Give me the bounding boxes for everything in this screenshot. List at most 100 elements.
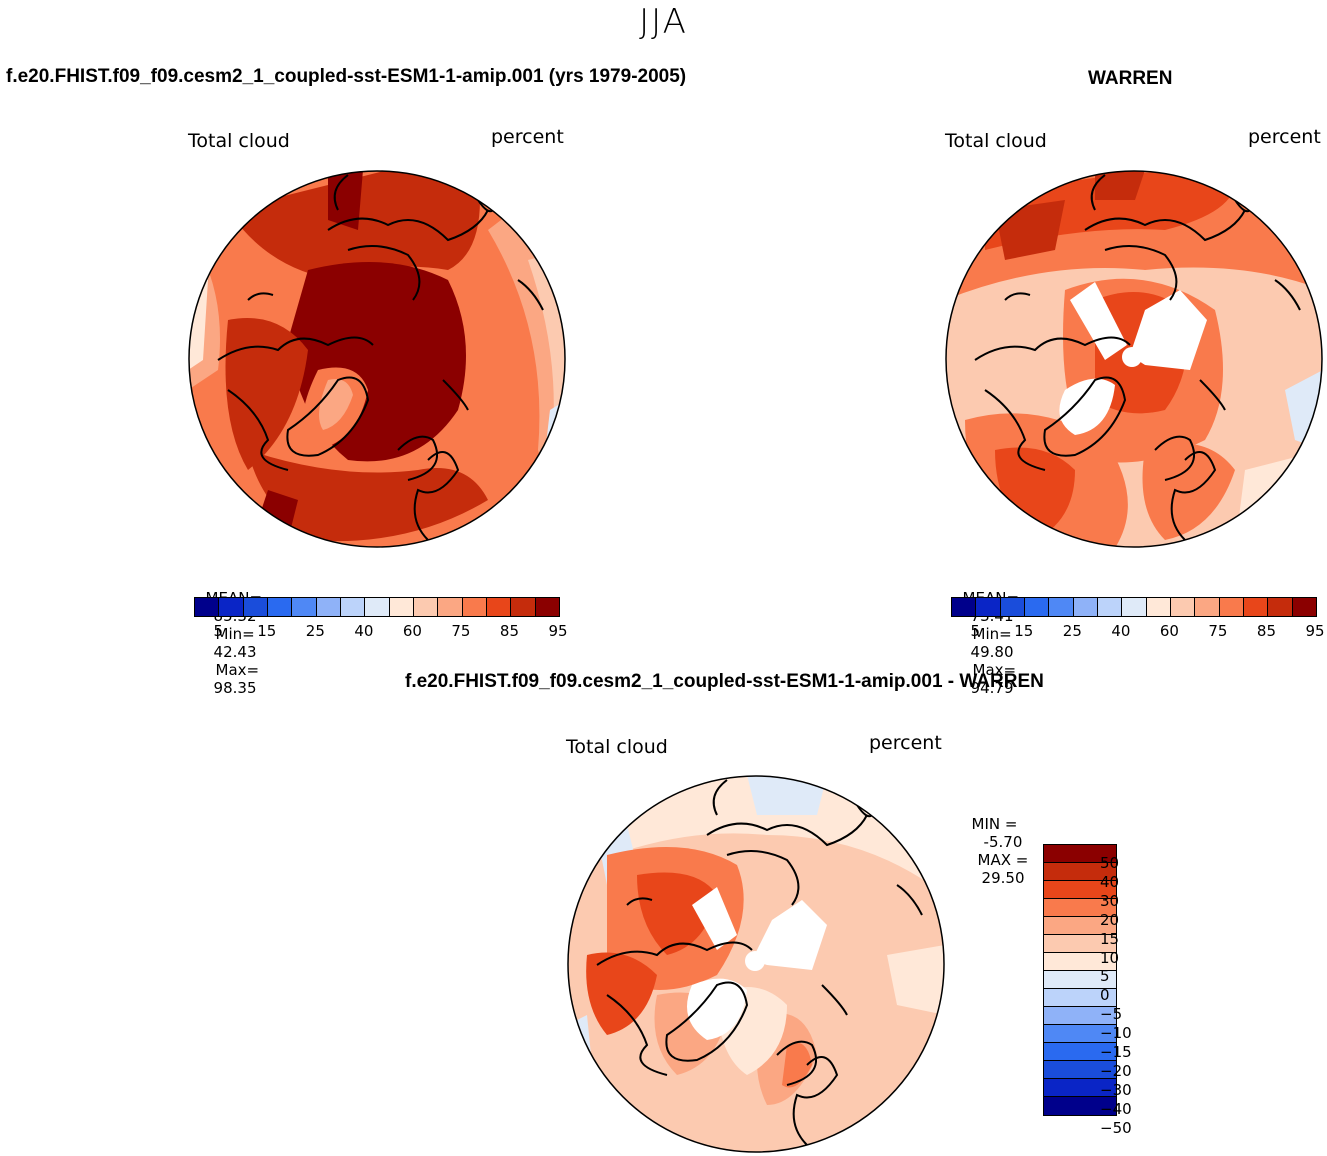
colorbar-tick-label: 60 xyxy=(1159,622,1179,640)
colorbar-swatch xyxy=(1044,989,1116,1007)
colorbar-swatch xyxy=(413,598,439,616)
left-case-title: f.e20.FHIST.f09_f09.cesm2_1_coupled-sst-… xyxy=(6,66,687,87)
diff-max-value: 29.50 xyxy=(981,869,1025,887)
diff-variable-label: Total cloud xyxy=(566,736,668,758)
colorbar-swatch xyxy=(1044,917,1116,935)
right-units-label: percent xyxy=(1248,126,1321,148)
colorbar-swatch xyxy=(1170,598,1196,616)
colorbar-tick-label: 5 xyxy=(213,622,224,640)
diff-case-title: f.e20.FHIST.f09_f09.cesm2_1_coupled-sst-… xyxy=(405,671,1044,692)
colorbar-swatch xyxy=(462,598,487,616)
colorbar-swatch xyxy=(511,598,536,616)
right-polar-map xyxy=(945,170,1323,548)
colorbar-tick-label: 25 xyxy=(305,622,325,640)
colorbar-swatch xyxy=(1044,953,1116,971)
left-min-label: Min= xyxy=(215,625,255,643)
colorbar-swatch xyxy=(486,598,512,616)
colorbar-tick-label: 5 xyxy=(970,622,981,640)
colorbar-swatch xyxy=(1044,1097,1116,1115)
colorbar-tick-label: −20 xyxy=(1100,1061,1132,1080)
left-units-label: percent xyxy=(491,126,564,148)
colorbar-swatch xyxy=(1146,598,1171,616)
colorbar-tick-label: −30 xyxy=(1100,1080,1132,1099)
colorbar-swatch xyxy=(535,598,559,616)
colorbar-swatch xyxy=(1044,1025,1116,1043)
colorbar-swatch xyxy=(438,598,463,616)
colorbar-swatch xyxy=(1122,598,1147,616)
diff-min-value: -5.70 xyxy=(983,833,1023,851)
colorbar-swatch xyxy=(1097,598,1123,616)
left-max-label: Max= xyxy=(215,661,260,679)
colorbar-swatch xyxy=(1044,935,1116,953)
colorbar-tick-label: 0 xyxy=(1100,986,1110,1005)
colorbar-swatch xyxy=(1049,598,1074,616)
colorbar-tick-label: 60 xyxy=(402,622,422,640)
colorbar-tick-label: −40 xyxy=(1100,1099,1132,1118)
colorbar-swatch xyxy=(292,598,317,616)
right-max-label: Max= xyxy=(972,661,1017,679)
colorbar-swatch xyxy=(1292,598,1316,616)
colorbar-tick-label: 10 xyxy=(1100,948,1120,967)
left-colorbar-ticks: 5 15 25 40 60 75 85 95 xyxy=(194,622,567,642)
colorbar-swatch xyxy=(952,598,977,616)
colorbar-swatch xyxy=(1268,598,1293,616)
figure-title: JJA xyxy=(639,2,688,42)
colorbar-swatch xyxy=(1044,1079,1116,1097)
colorbar-tick-label: 25 xyxy=(1062,622,1082,640)
right-case-title: WARREN xyxy=(1088,68,1173,89)
colorbar-swatch xyxy=(1024,598,1050,616)
colorbar-swatch xyxy=(976,598,1001,616)
colorbar-tick-label: 75 xyxy=(451,622,471,640)
colorbar-tick-label: −5 xyxy=(1100,1005,1123,1024)
left-max-value: 98.35 xyxy=(213,679,257,697)
colorbar-swatch xyxy=(219,598,244,616)
right-colorbar-ticks: 5 15 25 40 60 75 85 95 xyxy=(951,622,1324,642)
colorbar-swatch xyxy=(1000,598,1025,616)
colorbar-swatch xyxy=(1044,863,1116,881)
right-min-value: 49.80 xyxy=(970,643,1014,661)
diff-polar-map xyxy=(567,775,945,1153)
colorbar-tick-label: 95 xyxy=(1305,622,1325,640)
colorbar-tick-label: 85 xyxy=(1256,622,1276,640)
colorbar-tick-label: 30 xyxy=(1100,891,1120,910)
right-min-label: Min= xyxy=(972,625,1012,643)
diff-units-label: percent xyxy=(869,732,942,754)
left-polar-map xyxy=(188,170,566,548)
colorbar-tick-label: 40 xyxy=(1111,622,1131,640)
left-variable-label: Total cloud xyxy=(188,130,290,152)
colorbar-swatch xyxy=(1044,845,1116,863)
colorbar-tick-label: 75 xyxy=(1208,622,1228,640)
colorbar-tick-label: 50 xyxy=(1100,854,1120,872)
colorbar-swatch xyxy=(1044,1007,1116,1025)
diff-min-label: MIN = xyxy=(971,815,1018,833)
colorbar-swatch xyxy=(365,598,390,616)
colorbar-tick-label: 20 xyxy=(1100,910,1120,929)
colorbar-swatch xyxy=(243,598,268,616)
left-colorbar xyxy=(194,597,560,617)
colorbar-tick-label: −50 xyxy=(1100,1118,1132,1137)
colorbar-swatch xyxy=(1073,598,1098,616)
colorbar-swatch xyxy=(389,598,414,616)
colorbar-swatch xyxy=(1044,971,1116,989)
colorbar-tick-label: 40 xyxy=(354,622,374,640)
colorbar-tick-label: −10 xyxy=(1100,1024,1132,1043)
colorbar-tick-label: 15 xyxy=(257,622,277,640)
colorbar-swatch xyxy=(195,598,220,616)
colorbar-tick-label: 95 xyxy=(548,622,568,640)
colorbar-swatch xyxy=(1044,899,1116,917)
diff-colorbar-ticks: 50 40 30 20 15 10 5 0 −5 −10 −15 −20 −30 −40 −50 xyxy=(1100,844,1160,1137)
diff-max-label: MAX = xyxy=(977,851,1029,869)
colorbar-tick-label: −15 xyxy=(1100,1043,1132,1061)
colorbar-tick-label: 15 xyxy=(1100,929,1120,948)
left-min-value: 42.43 xyxy=(213,643,257,661)
right-max-value: 94.79 xyxy=(970,679,1014,697)
colorbar-swatch xyxy=(1044,1043,1116,1061)
colorbar-swatch xyxy=(340,598,366,616)
right-colorbar xyxy=(951,597,1317,617)
colorbar-tick-label: 85 xyxy=(499,622,519,640)
diff-colorbar xyxy=(1043,844,1117,1116)
colorbar-tick-label: 5 xyxy=(1100,967,1110,986)
colorbar-swatch xyxy=(1044,1061,1116,1079)
colorbar-tick-label: 40 xyxy=(1100,872,1120,891)
colorbar-swatch xyxy=(1195,598,1220,616)
